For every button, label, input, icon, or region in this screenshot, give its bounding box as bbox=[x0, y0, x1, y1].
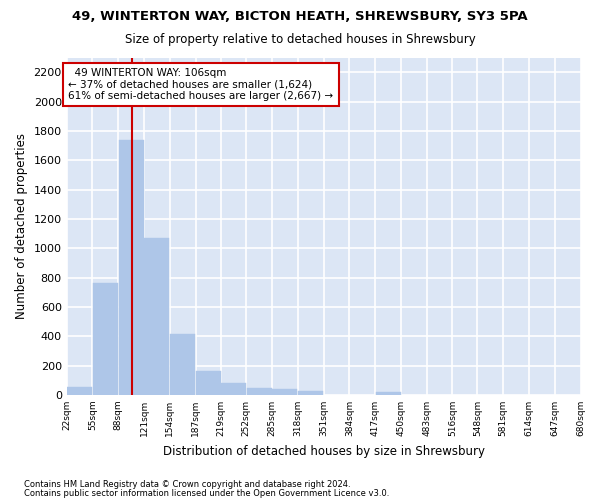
Bar bbox=[119, 140, 143, 395]
X-axis label: Distribution of detached houses by size in Shrewsbury: Distribution of detached houses by size … bbox=[163, 444, 485, 458]
Bar bbox=[170, 334, 195, 395]
Bar bbox=[221, 383, 246, 395]
Bar bbox=[272, 389, 298, 395]
Bar bbox=[93, 284, 118, 395]
Bar bbox=[376, 392, 401, 395]
Y-axis label: Number of detached properties: Number of detached properties bbox=[15, 133, 28, 319]
Bar bbox=[247, 388, 272, 395]
Text: Contains public sector information licensed under the Open Government Licence v3: Contains public sector information licen… bbox=[24, 489, 389, 498]
Bar bbox=[145, 238, 169, 395]
Bar bbox=[196, 372, 221, 395]
Bar bbox=[298, 390, 323, 395]
Bar bbox=[67, 387, 92, 395]
Text: 49 WINTERTON WAY: 106sqm
← 37% of detached houses are smaller (1,624)
61% of sem: 49 WINTERTON WAY: 106sqm ← 37% of detach… bbox=[68, 68, 334, 101]
Text: Size of property relative to detached houses in Shrewsbury: Size of property relative to detached ho… bbox=[125, 32, 475, 46]
Text: Contains HM Land Registry data © Crown copyright and database right 2024.: Contains HM Land Registry data © Crown c… bbox=[24, 480, 350, 489]
Text: 49, WINTERTON WAY, BICTON HEATH, SHREWSBURY, SY3 5PA: 49, WINTERTON WAY, BICTON HEATH, SHREWSB… bbox=[72, 10, 528, 23]
